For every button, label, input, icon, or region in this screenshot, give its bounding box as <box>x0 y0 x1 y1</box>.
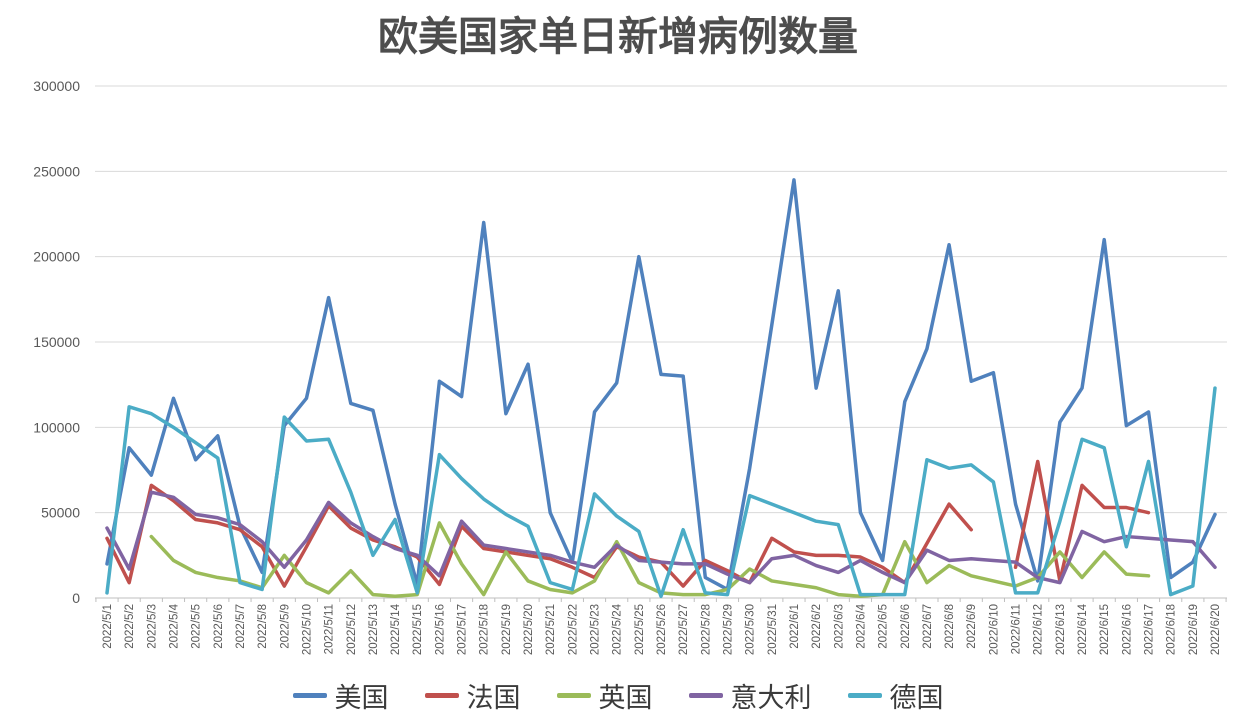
legend-label-uk: 英国 <box>598 683 653 713</box>
chart-legend: 美国 法国 英国 意大利 德国 <box>0 676 1236 715</box>
x-axis-label-46: 2022/6/16 <box>1121 604 1133 655</box>
x-axis-label-3: 2022/5/4 <box>168 603 180 648</box>
y-axis-label-200000: 200000 <box>33 249 80 265</box>
x-axis-label-30: 2022/5/31 <box>767 604 779 655</box>
x-axis-label-7: 2022/5/8 <box>257 604 269 649</box>
x-axis-label-45: 2022/6/15 <box>1099 604 1111 655</box>
x-axis-label-26: 2022/5/27 <box>678 604 690 655</box>
series-line-usa <box>105 178 1217 592</box>
x-axis-label-11: 2022/5/12 <box>346 604 358 655</box>
x-axis-label-29: 2022/5/30 <box>745 604 757 655</box>
legend-item-italy: 意大利 <box>688 676 812 715</box>
x-axis-label-2: 2022/5/3 <box>146 604 158 649</box>
y-axis-label-50000: 50000 <box>41 505 80 521</box>
x-axis-label-38: 2022/6/8 <box>944 604 956 649</box>
legend-label-germany: 德国 <box>889 683 944 713</box>
legend-swatch-italy <box>688 693 723 698</box>
x-axis-label-4: 2022/5/5 <box>191 604 203 649</box>
x-axis-label-48: 2022/6/18 <box>1166 604 1178 655</box>
x-axis-label-22: 2022/5/23 <box>590 604 602 655</box>
legend-item-uk: 英国 <box>556 676 653 715</box>
x-axis-label-44: 2022/6/14 <box>1077 603 1089 655</box>
series-line-uk <box>149 521 1151 599</box>
legend-item-france: 法国 <box>424 676 521 715</box>
x-axis-label-33: 2022/6/3 <box>833 604 845 649</box>
y-axis-label-250000: 250000 <box>33 163 80 179</box>
series-line-france <box>1013 459 1151 583</box>
x-axis-label-41: 2022/6/11 <box>1011 604 1023 654</box>
legend-item-usa: 美国 <box>292 676 389 715</box>
x-axis-label-28: 2022/5/29 <box>722 604 734 655</box>
chart-title: 欧美国家单日新增病例数量 <box>378 14 858 59</box>
x-axis-label-24: 2022/5/25 <box>634 604 646 655</box>
x-axis-label-1: 2022/5/2 <box>124 604 136 649</box>
x-axis-label-23: 2022/5/24 <box>612 603 624 655</box>
x-axis-label-19: 2022/5/20 <box>523 604 535 655</box>
y-axis-label-100000: 100000 <box>33 419 80 435</box>
x-axis-label-36: 2022/6/6 <box>900 604 912 649</box>
legend-label-france: 法国 <box>466 683 521 713</box>
x-axis-label-21: 2022/5/22 <box>567 604 579 655</box>
x-axis-label-34: 2022/6/4 <box>855 603 867 648</box>
x-axis-label-5: 2022/5/6 <box>213 604 225 649</box>
y-axis-label-0: 0 <box>72 590 80 606</box>
legend-label-usa: 美国 <box>334 683 389 713</box>
x-axis-label-31: 2022/6/1 <box>789 604 801 649</box>
x-axis-label-17: 2022/5/18 <box>479 604 491 655</box>
x-axis-label-39: 2022/6/9 <box>966 604 978 649</box>
x-axis-label-27: 2022/5/28 <box>700 604 712 655</box>
x-axis-label-49: 2022/6/19 <box>1188 604 1200 655</box>
legend-label-italy: 意大利 <box>730 683 812 713</box>
x-axis-label-37: 2022/6/7 <box>922 604 934 649</box>
x-axis-label-47: 2022/6/17 <box>1144 604 1156 655</box>
x-axis-label-40: 2022/6/10 <box>988 604 1000 655</box>
x-axis-label-12: 2022/5/13 <box>368 604 380 655</box>
x-axis-label-20: 2022/5/21 <box>545 604 557 655</box>
x-axis-label-35: 2022/6/5 <box>878 604 890 649</box>
x-axis-label-9: 2022/5/10 <box>301 604 313 655</box>
x-axis-label-10: 2022/5/11 <box>324 604 336 654</box>
x-axis-label-14: 2022/5/15 <box>412 604 424 655</box>
x-axis-label-16: 2022/5/17 <box>457 604 469 655</box>
legend-swatch-france <box>424 693 459 698</box>
y-axis-label-300000: 300000 <box>33 78 80 94</box>
y-axis-label-150000: 150000 <box>33 334 80 350</box>
x-axis-label-6: 2022/5/7 <box>235 604 247 649</box>
legend-swatch-usa <box>292 693 327 698</box>
legend-item-germany: 德国 <box>847 676 944 715</box>
x-axis-label-18: 2022/5/19 <box>501 604 513 655</box>
x-axis-label-15: 2022/5/16 <box>434 604 446 655</box>
series-line-germany <box>105 386 1217 599</box>
x-axis-label-32: 2022/6/2 <box>811 604 823 649</box>
x-axis-label-0: 2022/5/1 <box>102 604 114 649</box>
series-line-italy <box>105 490 1217 585</box>
x-axis-label-25: 2022/5/26 <box>656 604 668 655</box>
legend-swatch-uk <box>556 693 591 698</box>
x-axis-label-50: 2022/6/20 <box>1210 604 1222 655</box>
x-axis-label-13: 2022/5/14 <box>390 603 402 655</box>
x-axis-label-42: 2022/6/12 <box>1033 604 1045 655</box>
legend-swatch-germany <box>847 693 882 698</box>
x-axis-label-43: 2022/6/13 <box>1055 604 1067 655</box>
x-axis-label-8: 2022/5/9 <box>279 604 291 649</box>
